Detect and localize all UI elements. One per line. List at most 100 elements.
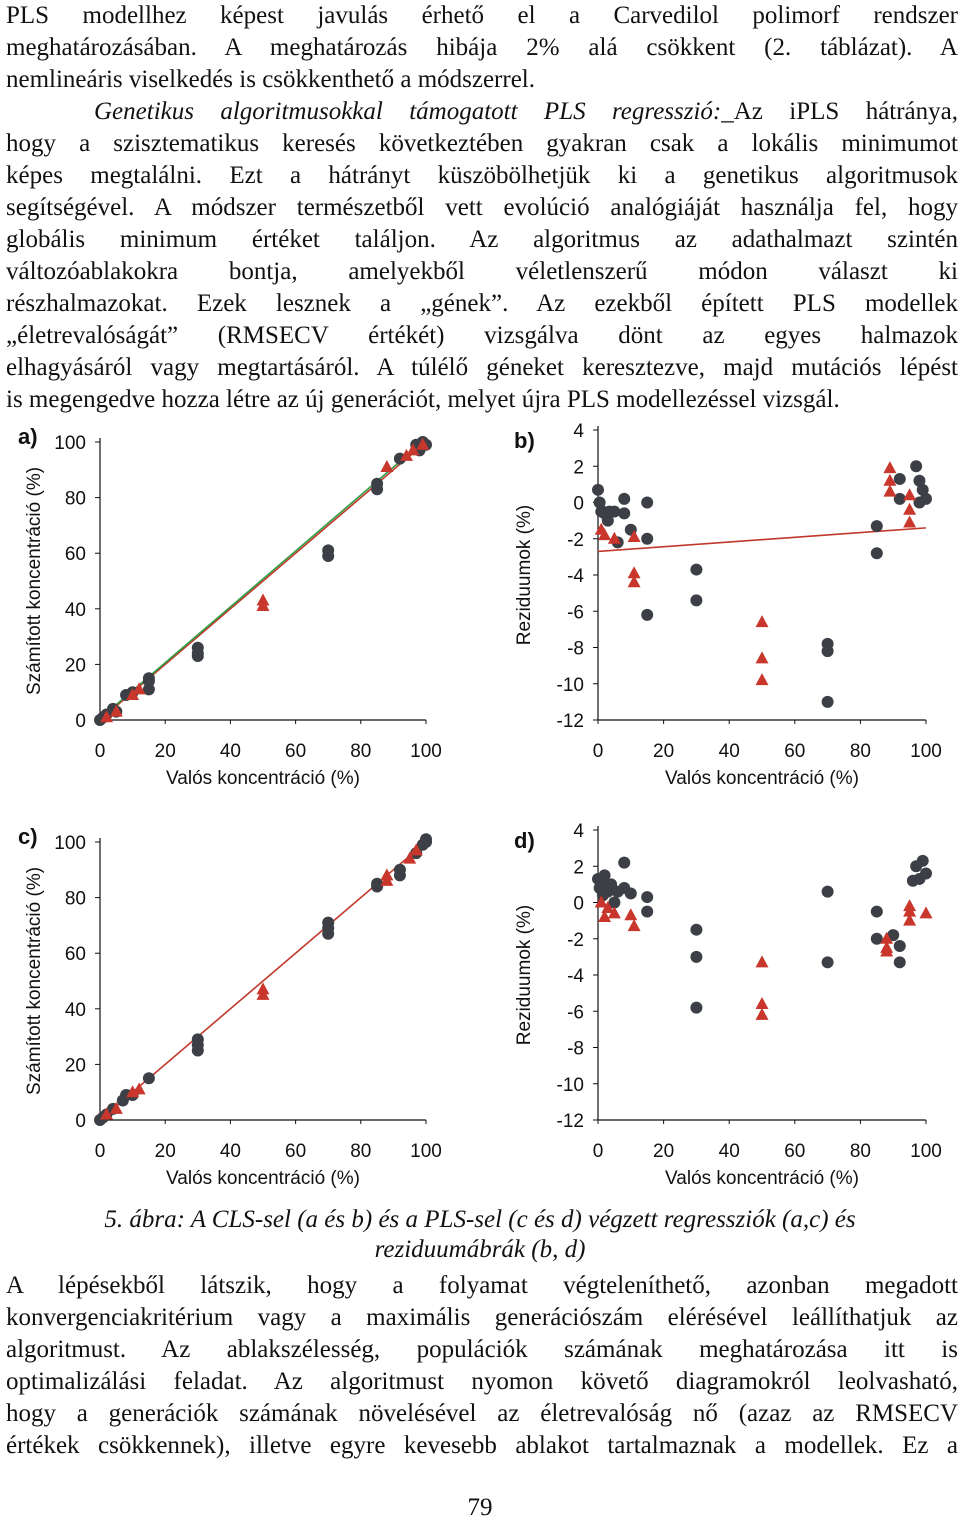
y-tick-label: 40 — [65, 600, 86, 621]
data-point-circle — [371, 477, 384, 490]
data-point-circle — [618, 492, 631, 505]
data-point-triangle — [403, 851, 417, 864]
body-text-line: optimalizálási feladat. Az algoritmust n… — [6, 1368, 958, 1395]
body-text-line: PLS modellhez képest javulás érhető el a… — [6, 2, 958, 29]
data-point-circle — [893, 492, 906, 505]
data-point-triangle — [755, 651, 769, 664]
data-point-circle — [821, 695, 834, 708]
section-lead-title: Genetikus algoritmusokkal támogatott PLS… — [94, 98, 722, 125]
data-point-triangle — [919, 906, 933, 919]
x-tick-label: 100 — [410, 1141, 442, 1162]
x-axis-label: Valós koncentráció (%) — [166, 768, 360, 789]
data-point-triangle — [399, 448, 413, 461]
x-tick-label: 100 — [410, 741, 442, 762]
x-tick-label: 40 — [719, 1141, 740, 1162]
data-point-circle — [608, 505, 621, 518]
x-tick-label: 80 — [850, 1141, 871, 1162]
x-axis-label: Valós koncentráció (%) — [166, 1168, 360, 1189]
fit-line-red — [597, 527, 927, 553]
x-tick-label: 60 — [285, 1141, 306, 1162]
y-tick-label: 2 — [573, 857, 584, 878]
data-point-triangle — [880, 944, 894, 957]
y-tick-label: -2 — [567, 530, 584, 551]
data-point-circle — [641, 532, 654, 545]
data-point-triangle — [903, 488, 917, 501]
y-tick-label: -10 — [557, 1075, 584, 1096]
data-point-circle — [322, 927, 335, 940]
data-point-circle — [322, 549, 335, 562]
data-point-circle — [870, 547, 883, 560]
x-tick-label: 40 — [719, 741, 740, 762]
data-point-circle — [690, 1001, 703, 1014]
data-point-triangle — [903, 913, 917, 926]
data-point-circle — [821, 645, 834, 658]
body-text-line: változóablakokra bontja, amelyekből véle… — [6, 258, 958, 285]
data-point-circle — [618, 856, 631, 869]
chart-c-regression: 0 20 40 60 80 100 0 20 40 60 80 100 Valós koncentrác… — [18, 824, 442, 1189]
data-point-circle — [893, 472, 906, 485]
y-tick-label: 2 — [573, 457, 584, 478]
data-point-circle — [593, 496, 606, 509]
figure-caption-line2: reziduumábrák (b, d) — [374, 1236, 586, 1263]
x-tick-label: 100 — [910, 741, 942, 762]
data-point-circle — [641, 496, 654, 509]
x-tick-label: 40 — [220, 741, 241, 762]
x-tick-label: 100 — [910, 1141, 942, 1162]
data-point-triangle — [755, 997, 769, 1009]
panel-label: a) — [18, 424, 38, 449]
data-point-triangle — [406, 443, 420, 456]
data-point-circle — [893, 940, 906, 952]
data-point-triangle — [109, 1101, 123, 1114]
x-tick-label: 80 — [850, 741, 871, 762]
y-tick-label: -8 — [567, 639, 584, 660]
data-point-triangle — [100, 710, 114, 723]
data-point-triangle — [903, 904, 917, 917]
data-point-triangle — [256, 987, 270, 1000]
data-point-triangle — [624, 908, 638, 921]
y-tick-label: 0 — [573, 494, 584, 515]
data-point-triangle — [132, 682, 146, 695]
data-point-triangle — [416, 437, 430, 450]
x-tick-label: 40 — [220, 1141, 241, 1162]
y-tick-label: -8 — [567, 1039, 584, 1060]
body-text-line: globális minimum értéket találjon. Az al… — [6, 226, 958, 253]
y-tick-label: 40 — [65, 1000, 86, 1021]
data-point-circle — [598, 869, 611, 882]
data-point-triangle — [598, 910, 612, 922]
body-text-line: értékek csökkennek), illetve egyre keves… — [6, 1432, 958, 1459]
y-tick-label: 80 — [65, 889, 86, 910]
data-point-circle — [690, 594, 703, 607]
data-point-circle — [913, 474, 926, 487]
data-point-circle — [913, 496, 926, 509]
body-text-line: „életrevalóságát” (RMSECV értékét) vizsg… — [6, 322, 958, 349]
data-point-circle — [191, 1044, 204, 1057]
data-point-circle — [916, 854, 929, 867]
data-point-circle — [887, 929, 900, 942]
y-tick-label: 20 — [65, 655, 86, 676]
panel-label: b) — [514, 428, 535, 453]
page-number: 79 — [467, 1494, 493, 1521]
body-text-line: A lépésekből látszik, hogy a folyamat vé… — [6, 1272, 958, 1299]
x-tick-label: 0 — [95, 1141, 106, 1162]
data-point-triangle — [627, 566, 641, 579]
data-point-triangle — [755, 1007, 769, 1020]
data-point-circle — [601, 514, 614, 527]
y-tick-label: 60 — [65, 544, 86, 565]
x-tick-label: 20 — [653, 1141, 674, 1162]
data-point-triangle — [880, 931, 894, 944]
y-tick-label: -6 — [567, 1002, 584, 1023]
x-tick-label: 0 — [95, 741, 106, 762]
figure-caption: 5. ábra: A CLS-sel (a és b) és a PLS-sel… — [0, 1205, 960, 1265]
section-lead-line: Genetikus algoritmusokkal támogatott PLS… — [6, 96, 958, 128]
body-text-line: képes megtalálni. Ezt a hátrányt küszöbö… — [6, 162, 958, 189]
data-point-triangle — [755, 673, 769, 686]
data-point-triangle — [380, 868, 394, 881]
body-text-line: is megengedve hozza létre az új generáci… — [6, 386, 840, 413]
data-point-circle — [608, 896, 621, 909]
data-point-triangle — [627, 529, 641, 542]
data-point-circle — [870, 905, 883, 918]
data-point-circle — [641, 608, 654, 621]
x-tick-label: 60 — [784, 1141, 805, 1162]
